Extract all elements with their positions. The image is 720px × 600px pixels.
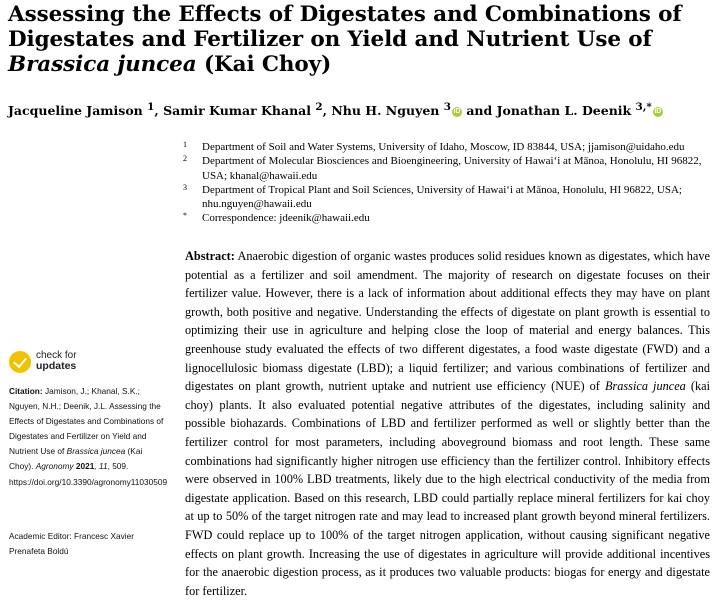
author-list: Jacqueline Jamison 1, Samir Kumar Khanal… (8, 99, 708, 119)
orcid-icon[interactable]: iD (451, 107, 462, 118)
abstract-label: Abstract: (185, 249, 235, 263)
title-common-name: (Kai Choy) (196, 52, 332, 77)
citation-volume: , 11 (94, 461, 108, 472)
abstract-text-2: (kai choy) plants. It also evaluated pot… (185, 379, 710, 598)
abstract-text-1: Anaerobic digestion of organic wastes pr… (185, 249, 710, 394)
citation: Citation: Jamison, J.; Khanal, S.K.; Ngu… (9, 384, 169, 490)
title-line-2: Digestates and Fertilizer on Yield and N… (8, 27, 652, 52)
author-1[interactable]: Jacqueline Jamison (8, 103, 148, 119)
check-for-updates-button[interactable]: check for updates (9, 350, 99, 374)
author-4-affil: 3,* (635, 101, 652, 113)
affiliation-text: Department of Tropical Plant and Soil Sc… (202, 183, 682, 211)
affiliation-number: 2 (183, 154, 187, 164)
title-line-1: Assessing the Effects of Digestates and … (8, 2, 682, 27)
affiliation-number: 1 (183, 140, 187, 149)
citation-text-1: Jamison, J.; Khanal, S.K.; Nguyen, N.H.;… (9, 386, 164, 457)
citation-doi-link[interactable]: , 509. https://doi.org/10.3390/agronomy1… (9, 461, 168, 487)
author-4[interactable]: and Jonathan L. Deenik (461, 103, 636, 119)
citation-label: Citation: (9, 386, 43, 396)
orcid-icon[interactable]: iD (652, 107, 663, 118)
author-3[interactable]: , Nhu H. Nguyen (322, 103, 444, 119)
affiliation-number: 3 (183, 182, 187, 192)
correspondence: * Correspondence: jdeenik@hawaii.edu (183, 211, 713, 225)
citation-text-2: (Kai Choy). (9, 446, 143, 472)
citation-year: 2021 (73, 461, 95, 472)
author-3-affil: 3 (443, 101, 451, 113)
academic-editor: Academic Editor: Francesc Xavier Prenafe… (9, 531, 134, 556)
affiliation-text: Department of Soil and Water Systems, Un… (202, 141, 685, 153)
paper-title: Assessing the Effects of Digestates and … (8, 2, 708, 77)
correspondence-marker: * (183, 211, 187, 221)
author-2-affil: 2 (315, 101, 323, 113)
affiliations: 1 Department of Soil and Water Systems, … (183, 140, 713, 226)
author-2[interactable]: , Samir Kumar Khanal (154, 103, 316, 119)
check-badge-icon (9, 351, 31, 373)
affiliation-2: 2 Department of Molecular Biosciences an… (183, 154, 713, 183)
abstract-species: Brassica juncea (604, 379, 686, 394)
check-for-updates-label: check for updates (36, 350, 77, 372)
citation-journal: Agronomy (35, 461, 74, 472)
affiliation-text: Department of Molecular Biosciences and … (202, 155, 702, 182)
affiliation-3: 3 Department of Tropical Plant and Soil … (183, 183, 713, 212)
title-species: Brassica juncea (8, 52, 197, 77)
affiliation-1: 1 Department of Soil and Water Systems, … (183, 140, 713, 154)
author-1-affil: 1 (147, 101, 155, 113)
correspondence-text[interactable]: Correspondence: jdeenik@hawaii.edu (202, 212, 370, 225)
abstract: Abstract: Anaerobic digestion of organic… (185, 247, 710, 600)
citation-species: Brassica juncea (66, 446, 126, 457)
